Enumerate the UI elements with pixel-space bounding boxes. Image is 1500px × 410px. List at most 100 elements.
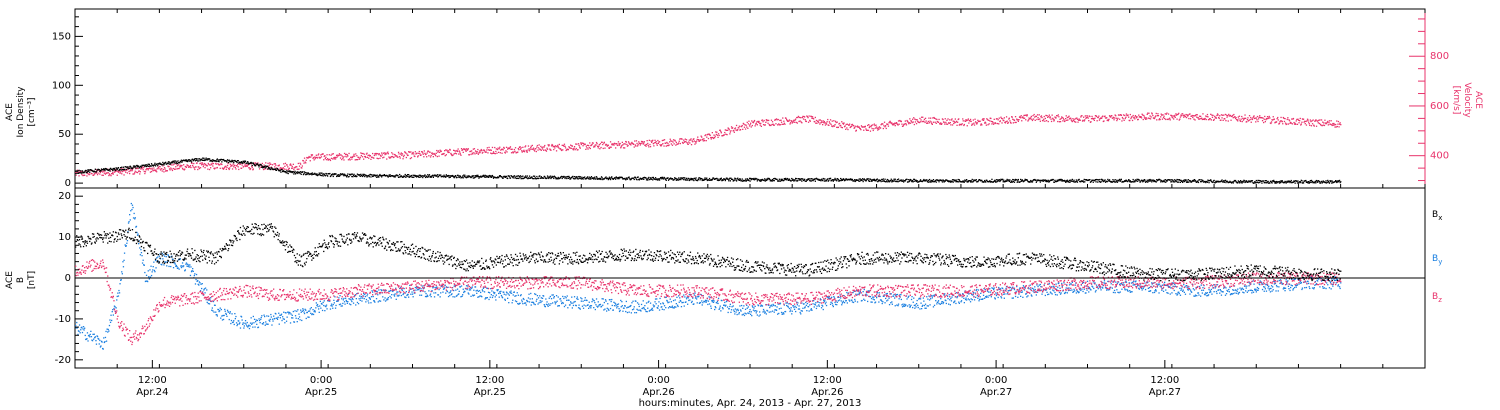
by-series-point [75,324,77,327]
density-series-point [1328,181,1330,184]
density-series-point [1097,181,1099,183]
velocity-series-point [1071,120,1073,123]
density-series-point [1310,181,1312,184]
velocity-series-point [708,133,711,136]
density-series-point [1260,180,1263,183]
velocity-series-point [586,147,588,149]
density-series-point [84,171,86,173]
density-series-point [870,180,872,182]
velocity-series-point [315,156,317,159]
density-series-point [1318,180,1320,182]
density-series-point [1068,179,1071,181]
density-series-point [1226,180,1228,182]
density-series-point [1213,179,1215,182]
velocity-series-point [663,139,666,141]
velocity-series-point [683,141,685,143]
density-series-point [928,178,931,181]
velocity-series-point [972,123,974,125]
density-series-point [459,175,461,178]
velocity-series-point [342,157,344,159]
density-series-point [1179,179,1181,181]
density-series-point [599,178,601,180]
velocity-series-point [996,122,999,125]
velocity-series-point [1185,116,1188,119]
velocity-series-point [434,153,436,156]
density-series-point [287,170,289,172]
density-series-point [975,179,977,182]
velocity-series-point [346,156,348,158]
velocity-series-point [968,122,970,124]
velocity-series-point [445,154,447,156]
velocity-series-point [804,119,806,121]
density-series-point [1071,180,1073,182]
velocity-series-point [792,120,794,122]
velocity-series-point [1317,122,1319,124]
velocity-series-point [627,141,630,143]
density-series-point [1286,180,1288,182]
velocity-series-point [136,171,139,174]
by-series-point [180,265,182,267]
velocity-series-point [537,149,539,151]
density-series-point [947,180,949,182]
velocity-series-point [261,162,263,165]
velocity-series-point [192,164,194,167]
velocity-series-point [1009,120,1011,122]
velocity-series-point [383,156,385,158]
density-series-point [235,161,238,163]
velocity-series-point [652,139,654,141]
velocity-series-point [952,120,954,122]
density-series-point [1148,180,1151,182]
by-series-point [104,336,107,339]
velocity-series-point [496,152,498,154]
velocity-series-point [1246,121,1248,123]
density-series-point [673,178,675,181]
density-series-point [873,178,875,180]
velocity-series-point [715,131,717,133]
density-series-point [507,177,509,180]
density-series-point [411,176,414,178]
velocity-series-point [757,121,760,124]
density-series-point [293,173,295,175]
density-series-point [347,173,349,175]
velocity-series-point [1232,117,1234,119]
density-series-point [1210,179,1212,181]
density-series-point [117,167,120,169]
density-series-point [260,164,262,166]
density-series-point [803,179,805,181]
density-series-point [179,162,181,164]
velocity-series-point [491,153,493,155]
velocity-series-point [394,154,396,156]
velocity-series-point [1283,120,1286,123]
velocity-series-point [126,172,129,174]
density-series-point [637,176,639,178]
velocity-series-point [837,126,839,128]
velocity-series-point [373,157,375,159]
density-series-point [806,179,809,181]
density-series-point [279,169,281,171]
velocity-series-point [641,142,643,144]
velocity-series-point [720,130,722,133]
by-series-point [247,325,249,327]
velocity-series-point [453,153,455,155]
velocity-series-point [1082,119,1084,121]
density-series-point [512,176,514,178]
velocity-series-point [156,168,158,170]
density-series-point [513,175,515,177]
density-series-point [901,180,904,182]
velocity-series-point [887,123,889,126]
velocity-series-point [833,125,836,127]
velocity-series-point [301,165,303,167]
velocity-series-point [1340,124,1342,126]
by-series-point [148,276,150,278]
velocity-series-point [777,124,779,126]
velocity-series-point [1135,117,1138,119]
velocity-series-point [560,149,562,151]
velocity-series-point [486,147,488,149]
by-series-point [230,319,233,322]
velocity-series-point [1043,118,1045,120]
density-series-point [720,178,722,181]
density-series-point [144,165,146,168]
by-series-point [289,322,292,324]
velocity-series-point [939,123,941,125]
density-series-point [564,177,566,180]
